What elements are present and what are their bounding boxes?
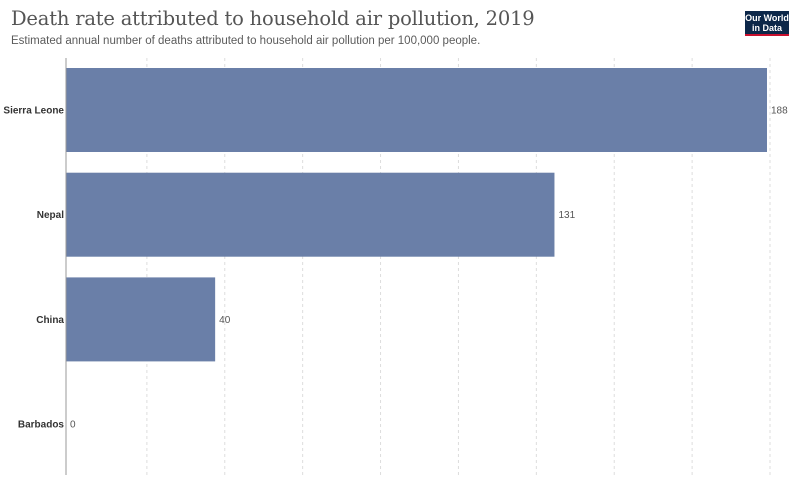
value-label: 188 — [771, 106, 788, 117]
value-label: 0 — [70, 420, 76, 431]
logo-line-1: Our World — [745, 13, 789, 23]
bar[interactable] — [66, 172, 555, 257]
category-label: Sierra Leone — [3, 106, 64, 117]
value-label: 131 — [558, 210, 575, 221]
category-label: China — [36, 315, 64, 326]
owid-logo[interactable]: Our World in Data — [745, 11, 789, 36]
chart-subtitle: Estimated annual number of deaths attrib… — [11, 35, 481, 47]
bar[interactable] — [66, 68, 767, 152]
logo-line-2: in Data — [751, 23, 782, 33]
bars — [66, 68, 767, 362]
category-label: Barbados — [18, 420, 65, 431]
bar[interactable] — [66, 277, 216, 362]
category-label: Nepal — [37, 210, 64, 221]
category-labels: Sierra Leone Nepal China Barbados — [3, 106, 64, 431]
chart-title: Death rate attributed to household air p… — [11, 7, 535, 30]
value-label: 40 — [219, 315, 231, 326]
value-labels: 188 131 40 0 — [70, 106, 788, 431]
